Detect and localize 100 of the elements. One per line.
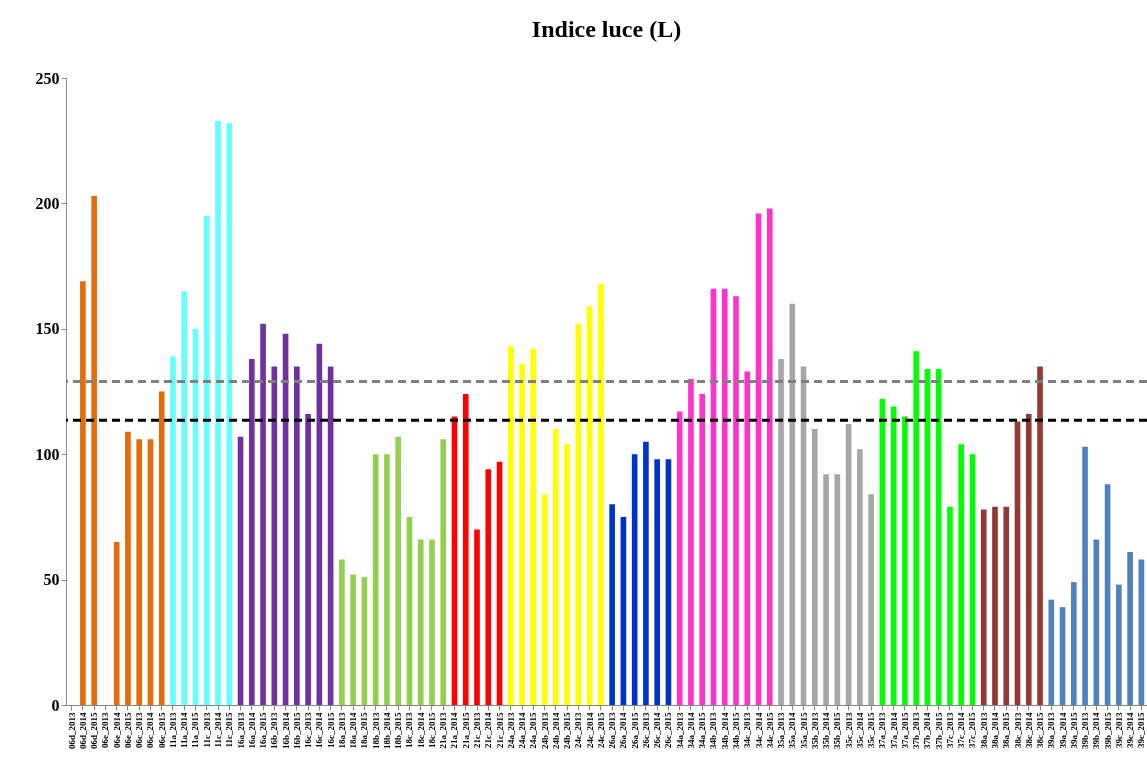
bar [136, 439, 143, 705]
bar [462, 394, 469, 705]
x-tick-label: 39c_2015 [1136, 712, 1147, 748]
x-tick-label: 39b_2015 [1102, 712, 1113, 750]
bar [992, 506, 998, 705]
y-tick-label: 200 [35, 194, 60, 212]
x-tick-label: 38c_2014 [1023, 712, 1034, 748]
bar [857, 449, 863, 705]
x-tick-label: 35b_2014 [821, 712, 832, 750]
bar [203, 215, 210, 705]
x-tick-label: 16c_2015 [325, 712, 336, 748]
x-tick-label: 34a_2013 [674, 712, 685, 749]
x-tick-label: 18b_2015 [393, 712, 404, 750]
bar [598, 283, 604, 705]
x-tick-label: 18c_2014 [415, 712, 426, 748]
bar [823, 474, 829, 705]
x-tick-label: 35c_2015 [866, 712, 877, 748]
bar [1037, 366, 1043, 705]
x-tick-label: 37c_2013 [944, 712, 955, 748]
x-tick-label: 06e_2015 [122, 712, 133, 748]
x-tick-label: 38a_2013 [978, 712, 989, 749]
x-tick-label: 37a_2014 [888, 712, 899, 749]
bar [699, 394, 706, 705]
bar [530, 348, 537, 705]
x-tick-label: 35a_2014 [787, 712, 798, 749]
x-tick-label: 37c_2014 [956, 712, 967, 748]
x-tick-label: 38c_2015 [1035, 712, 1046, 748]
x-tick-label: 11c_2013 [201, 712, 212, 748]
bar [1003, 506, 1010, 705]
bar [654, 459, 660, 705]
bar [440, 439, 447, 705]
x-tick-label: 24b_2014 [550, 712, 561, 750]
x-tick-label: 16a_2015 [258, 712, 269, 749]
bar [474, 529, 480, 705]
x-tick-label: 16c_2013 [303, 712, 314, 748]
bar [744, 371, 751, 705]
x-tick-label: 21a_2013 [438, 712, 449, 749]
chart-title: Indice luce (L) [531, 16, 682, 42]
x-tick-label: 18a_2013 [336, 712, 347, 749]
bar [902, 416, 908, 705]
bar [429, 539, 435, 705]
x-tick-label: 06d_2013 [66, 712, 77, 750]
bar [294, 366, 300, 705]
x-tick-label: 37b_2013 [911, 712, 922, 750]
bar [158, 391, 165, 705]
x-tick-label: 11c_2015 [224, 712, 235, 748]
bar [564, 444, 570, 705]
x-tick-label: 16a_2013 [235, 712, 246, 749]
x-tick-label: 26a_2013 [607, 712, 618, 749]
x-tick-label: 37a_2013 [877, 712, 888, 749]
bar [958, 444, 965, 705]
bar [789, 303, 796, 705]
bar [1048, 599, 1055, 705]
x-tick-label: 18c_2015 [426, 712, 437, 748]
x-tick-label: 38a_2014 [989, 712, 1000, 749]
y-tick-label: 100 [35, 445, 60, 463]
x-tick-label: 26c_2014 [652, 712, 663, 748]
bar [947, 506, 953, 705]
x-tick-label: 21c_2014 [483, 712, 494, 748]
bar [305, 414, 311, 705]
bar [215, 120, 221, 705]
x-tick-label: 35b_2013 [809, 712, 820, 750]
x-tick-label: 34a_2014 [685, 712, 696, 749]
y-tick-label: 50 [43, 571, 60, 589]
x-tick-label: 24a_2014 [517, 712, 528, 749]
x-tick-label: 39a_2015 [1068, 712, 1079, 749]
x-tick-label: 18a_2014 [348, 712, 359, 749]
x-tick-label: 06d_2014 [77, 712, 88, 750]
x-tick-label: 16a_2014 [246, 712, 257, 749]
x-tick-label: 34b_2013 [708, 712, 719, 750]
x-tick-label: 18a_2015 [359, 712, 370, 749]
x-tick-label: 18c_2013 [404, 712, 415, 748]
bar [676, 411, 683, 705]
x-tick-label: 24a_2015 [528, 712, 539, 749]
x-tick-label: 06e_2013 [100, 712, 111, 748]
bar [91, 195, 97, 705]
bar [913, 351, 919, 705]
bar [553, 429, 559, 705]
x-tick-label: 24c_2014 [584, 712, 595, 748]
x-tick-label: 34b_2014 [719, 712, 730, 750]
x-tick-label: 16b_2013 [269, 712, 280, 750]
bar [507, 346, 514, 705]
x-tick-label: 11a_2013 [167, 712, 178, 749]
x-tick-label: 37c_2015 [967, 712, 978, 748]
x-tick-label: 38c_2013 [1012, 712, 1023, 748]
x-tick-label: 39a_2014 [1057, 712, 1068, 749]
x-tick-label: 35a_2015 [798, 712, 809, 749]
x-tick-label: 06c_2013 [134, 712, 145, 748]
x-tick-label: 11a_2014 [179, 712, 190, 749]
x-tick-label: 37a_2015 [899, 712, 910, 749]
x-tick-label: 39b_2013 [1080, 712, 1091, 750]
bar [1082, 446, 1088, 705]
x-tick-label: 39c_2013 [1113, 712, 1124, 748]
x-tick-label: 24a_2013 [505, 712, 516, 749]
x-tick-label: 06e_2014 [111, 712, 122, 748]
x-tick-label: 26a_2015 [629, 712, 640, 749]
x-tick-label: 39c_2014 [1125, 712, 1136, 748]
bar [609, 504, 615, 705]
x-tick-label: 21c_2013 [472, 712, 483, 748]
bar [485, 469, 492, 705]
